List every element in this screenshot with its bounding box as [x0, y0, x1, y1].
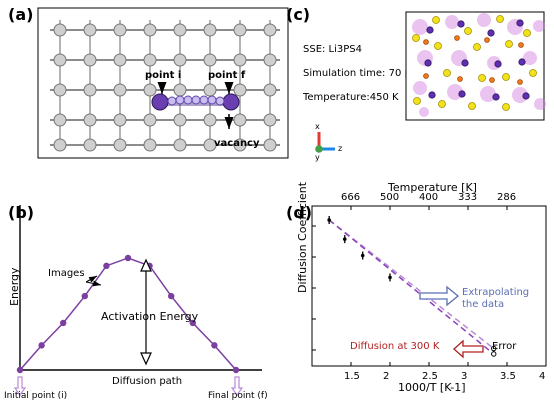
activation-energy-label: Activation Energy — [101, 310, 199, 323]
lattice — [50, 20, 280, 152]
x-tick-label: 3 — [461, 371, 467, 382]
panel-b: (b) Energy Images Activation Energy Diff… — [4, 203, 268, 401]
energy-point — [232, 366, 240, 374]
x-tick-label: 1.5 — [344, 371, 360, 382]
top-tick-label: 666 — [341, 192, 360, 203]
x-ticks: 1.5 2 2.5 3 3.5 4 — [344, 362, 547, 382]
images-pointer-2 — [85, 275, 98, 283]
error-label: Error — [492, 341, 517, 352]
final-point-label: Final point (f) — [208, 391, 268, 401]
vacancy-label: vacancy — [214, 138, 260, 149]
x-tick-label: 2 — [383, 371, 389, 382]
axis-y-label: y — [315, 153, 320, 162]
initial-point-arrow — [13, 376, 27, 397]
top-tick-label: 333 — [458, 192, 477, 203]
x-tick-label: 3.5 — [500, 371, 516, 382]
y-axis-label: Diffusion Coefficient — [296, 181, 309, 293]
energy-axis-label: Energy — [8, 267, 21, 306]
data-point — [342, 237, 347, 241]
md-particles — [412, 13, 546, 117]
energy-point — [168, 292, 175, 300]
energy-point — [16, 366, 24, 374]
point-f-label: point f — [208, 70, 246, 81]
top-tick-label: 500 — [380, 192, 399, 203]
axis-x-label: x — [315, 122, 320, 131]
extrapolating-line-1: Extrapolating — [462, 287, 529, 298]
energy-point — [103, 262, 110, 270]
diffusion-300k-arrow — [453, 339, 484, 359]
error-end-marker — [491, 351, 497, 357]
top-axis-title: Temperature [K] — [387, 181, 477, 194]
diffusion-path-atoms — [151, 93, 240, 111]
panel-b-label: (b) — [8, 203, 34, 222]
point-i-label: point i — [145, 70, 181, 81]
axis-triad: x y z — [315, 122, 342, 162]
energy-point — [38, 342, 45, 349]
energy-point — [211, 342, 218, 349]
initial-point-label: Initial point (i) — [4, 391, 67, 401]
data-point — [360, 253, 365, 258]
energy-point — [60, 319, 67, 327]
panel-a-arrows — [157, 82, 234, 129]
energy-point — [189, 319, 196, 327]
activation-arrow-down — [140, 352, 152, 366]
panel-c: (c) SSE: Li3PS4 Simulation time: 70 ps T… — [286, 5, 546, 162]
images-pointer-1 — [85, 280, 102, 287]
extrapolating-label: Extrapolating the data — [462, 287, 532, 310]
activation-arrow-up — [140, 258, 152, 272]
axis-z-label: z — [338, 144, 342, 153]
simulation-time-label: Simulation time: 70 ps — [303, 68, 416, 79]
panel-c-label: (c) — [286, 5, 310, 24]
data-point — [327, 218, 331, 222]
panel-d-label: (d) — [286, 203, 312, 222]
x-tick-label: 4 — [539, 371, 545, 382]
energy-point — [81, 292, 89, 300]
extrapolating-line-2: the data — [462, 299, 504, 310]
panel-a: (a) — [8, 5, 289, 159]
extrapolation-line-lower — [328, 219, 495, 355]
diffusion-path-label: Diffusion path — [112, 376, 182, 387]
energy-points — [16, 254, 240, 374]
x-tick-label: 2.5 — [422, 371, 438, 382]
error-end-marker — [491, 345, 497, 352]
temperature-label: Temperature:450 K — [302, 92, 399, 103]
diffusion-300k-label: Diffusion at 300 K — [350, 341, 440, 352]
final-point-arrow — [230, 376, 244, 397]
data-point — [388, 275, 392, 280]
images-label: Images — [48, 268, 85, 279]
top-ticks: 666 500 400 333 286 — [341, 192, 516, 210]
panel-d: (d) Temperature [K] 1.5 2 2.5 3 3.5 4 666 500 4… — [286, 181, 547, 394]
x-axis-label: 1000/T [K-1] — [398, 381, 466, 394]
panel-a-label: (a) — [8, 5, 33, 24]
data-marks — [327, 216, 497, 357]
top-tick-label: 286 — [497, 192, 516, 203]
extrapolating-arrow — [419, 285, 460, 307]
energy-point — [124, 254, 132, 262]
y-ticks — [312, 225, 316, 351]
top-tick-label: 400 — [419, 192, 438, 203]
sse-label: SSE: Li3PS4 — [303, 44, 362, 55]
